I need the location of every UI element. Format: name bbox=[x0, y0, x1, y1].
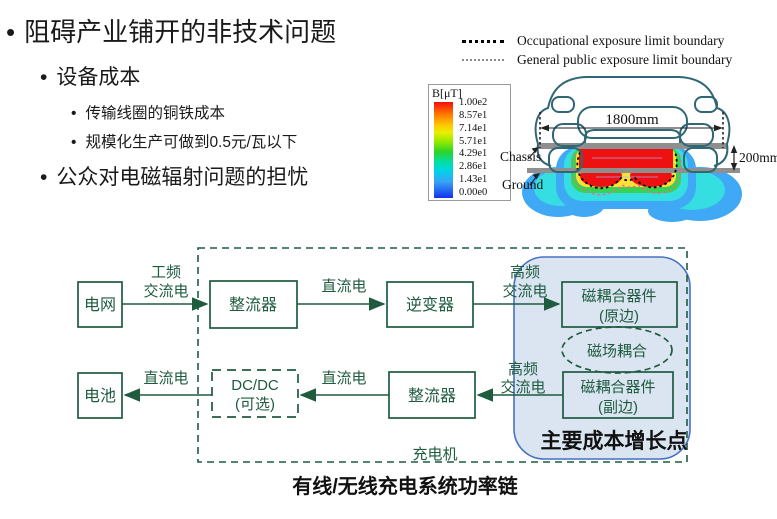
rectifier1-box-label: 整流器 bbox=[229, 296, 277, 314]
bullet-icon: • bbox=[40, 66, 48, 89]
bullet-coil-cost: • 传输线圈的铜铁成本 bbox=[71, 105, 225, 123]
cost-highlight-label: 主要成本增长点 bbox=[541, 429, 688, 453]
dotted-gray-line-icon bbox=[462, 59, 504, 61]
bullet-coil-cost-text: 传输线圈的铜铁成本 bbox=[85, 105, 225, 122]
legend-row-occupational: Occupational exposure limit boundary bbox=[462, 33, 724, 49]
dcdc-box bbox=[211, 369, 299, 418]
dimension-annotations bbox=[527, 112, 738, 186]
dcdc-label-1: DC/DC bbox=[231, 377, 279, 394]
colorbar-tick: 8.57e1 bbox=[459, 109, 488, 121]
coupler-primary-label-1: 磁耦合器件 bbox=[581, 288, 656, 305]
slide-title-text: 阻碍产业铺开的非技术问题 bbox=[24, 17, 337, 47]
emf-simulation-figure: 1800mm 200mm Chassis Ground bbox=[500, 76, 777, 222]
colorbar-title: B[μT] bbox=[432, 86, 462, 100]
wheel-left bbox=[548, 147, 583, 173]
windshield bbox=[577, 106, 688, 139]
diagram-box-labels: 电网 整流器 逆变器 磁耦合器件 (原边) 磁场耦合 磁耦合器件 (副边) 整流… bbox=[84, 288, 657, 416]
mirror-right bbox=[694, 96, 718, 113]
dotted-black-line-icon bbox=[462, 39, 504, 43]
bullet-equipment-cost: • 设备成本 bbox=[40, 66, 140, 90]
airgap-label: 200mm bbox=[739, 150, 777, 165]
bullet-icon: • bbox=[71, 134, 77, 151]
diagram-arrow-labels: 工频 交流电 直流电 高频 交流电 高频 交流电 直流电 直流电 充电机 bbox=[143, 264, 547, 463]
ground-bar bbox=[527, 168, 740, 173]
mirror-left bbox=[551, 96, 575, 113]
occupational-boundary-line bbox=[576, 151, 678, 190]
field-blobs bbox=[522, 147, 742, 222]
colorbar: B[μT] 1.00e2 8.57e1 7.14e1 5.71e1 4.29e1… bbox=[428, 84, 511, 201]
bullet-icon: • bbox=[6, 17, 16, 47]
battery-box bbox=[77, 372, 123, 419]
chassis-bar bbox=[537, 143, 728, 149]
coupler-secondary-label-1: 磁耦合器件 bbox=[580, 379, 655, 396]
mains-ac-label-1: 工频 bbox=[151, 264, 181, 281]
inverter-box-label: 逆变器 bbox=[406, 296, 454, 314]
coupling-ellipse bbox=[561, 326, 673, 374]
colorbar-gradient bbox=[434, 102, 453, 198]
bullet-icon: • bbox=[40, 166, 48, 189]
dc-top-label: 直流电 bbox=[321, 278, 366, 295]
bullet-icon: • bbox=[71, 105, 77, 122]
diagram-boxes bbox=[77, 280, 678, 419]
bullet-public-concern: • 公众对电磁辐射问题的担忧 bbox=[40, 166, 308, 190]
diagram-caption: 有线/无线充电系统功率链 bbox=[292, 474, 519, 498]
charger-dashed-boundary bbox=[197, 247, 688, 463]
bullet-mass-production-text: 规模化生产可做到0.5元/瓦以下 bbox=[85, 134, 298, 151]
charger-label: 充电机 bbox=[412, 446, 457, 463]
car-width-label: 1800mm bbox=[605, 112, 659, 128]
hf-ac-bottom-label-1: 高频 bbox=[508, 361, 538, 378]
inverter-box bbox=[386, 281, 474, 328]
rectifier2-box-label: 整流器 bbox=[408, 387, 456, 405]
diagram-arrows bbox=[122, 297, 563, 402]
hf-ac-top-label-1: 高频 bbox=[510, 264, 540, 281]
colorbar-tick: 1.43e1 bbox=[459, 174, 488, 186]
grille bbox=[584, 129, 681, 143]
colorbar-tick: 4.29e1 bbox=[459, 148, 488, 160]
coupler-secondary-label-2: (副边) bbox=[598, 399, 638, 416]
hf-ac-top-label-2: 交流电 bbox=[502, 282, 547, 300]
power-chain-diagram: 电网 整流器 逆变器 磁耦合器件 (原边) 磁场耦合 磁耦合器件 (副边) 整流… bbox=[77, 247, 691, 498]
hf-ac-bottom-label-2: 交流电 bbox=[500, 378, 545, 396]
grid-box-label: 电网 bbox=[84, 296, 116, 314]
rectifier2-box bbox=[388, 371, 476, 419]
colorbar-tick: 5.71e1 bbox=[459, 135, 488, 147]
colorbar-tick: 0.00e0 bbox=[459, 186, 488, 198]
colorbar-tick: 1.00e2 bbox=[459, 97, 488, 108]
colorbar-tick: 2.86e1 bbox=[459, 161, 488, 173]
coupler-primary-label-2: (原边) bbox=[599, 308, 639, 325]
rectifier1-box bbox=[209, 280, 298, 329]
coupling-ellipse-label: 磁场耦合 bbox=[587, 343, 647, 360]
public-boundary-line bbox=[571, 153, 683, 196]
colorbar-tick: 7.14e1 bbox=[459, 122, 488, 134]
ground-label: Ground bbox=[502, 177, 543, 192]
dc-mid-label: 直流电 bbox=[321, 370, 366, 387]
car-outline bbox=[534, 76, 731, 173]
dcdc-label-2: (可选) bbox=[235, 396, 275, 413]
bullet-equipment-cost-text: 设备成本 bbox=[56, 66, 141, 89]
legend-occupational-text: Occupational exposure limit boundary bbox=[517, 33, 725, 48]
dc-left-label: 直流电 bbox=[143, 370, 188, 387]
legend-general-public-text: General public exposure limit boundary bbox=[517, 52, 733, 67]
bullet-mass-production: • 规模化生产可做到0.5元/瓦以下 bbox=[71, 134, 297, 152]
car-labels: 1800mm 200mm Chassis Ground bbox=[500, 112, 777, 192]
legend-row-general-public: General public exposure limit boundary bbox=[462, 52, 732, 68]
colorbar-ticks: 1.00e2 8.57e1 7.14e1 5.71e1 4.29e1 2.86e… bbox=[459, 97, 487, 198]
bullet-public-concern-text: 公众对电磁辐射问题的担忧 bbox=[56, 166, 309, 189]
mains-ac-label-2: 交流电 bbox=[143, 282, 188, 300]
wheel-right bbox=[683, 147, 718, 173]
battery-box-label: 电池 bbox=[84, 387, 116, 405]
headlight-right bbox=[679, 123, 714, 147]
slide-title: • 阻碍产业铺开的非技术问题 bbox=[6, 17, 337, 48]
headlight-left bbox=[552, 123, 587, 147]
chassis-label: Chassis bbox=[500, 149, 541, 164]
